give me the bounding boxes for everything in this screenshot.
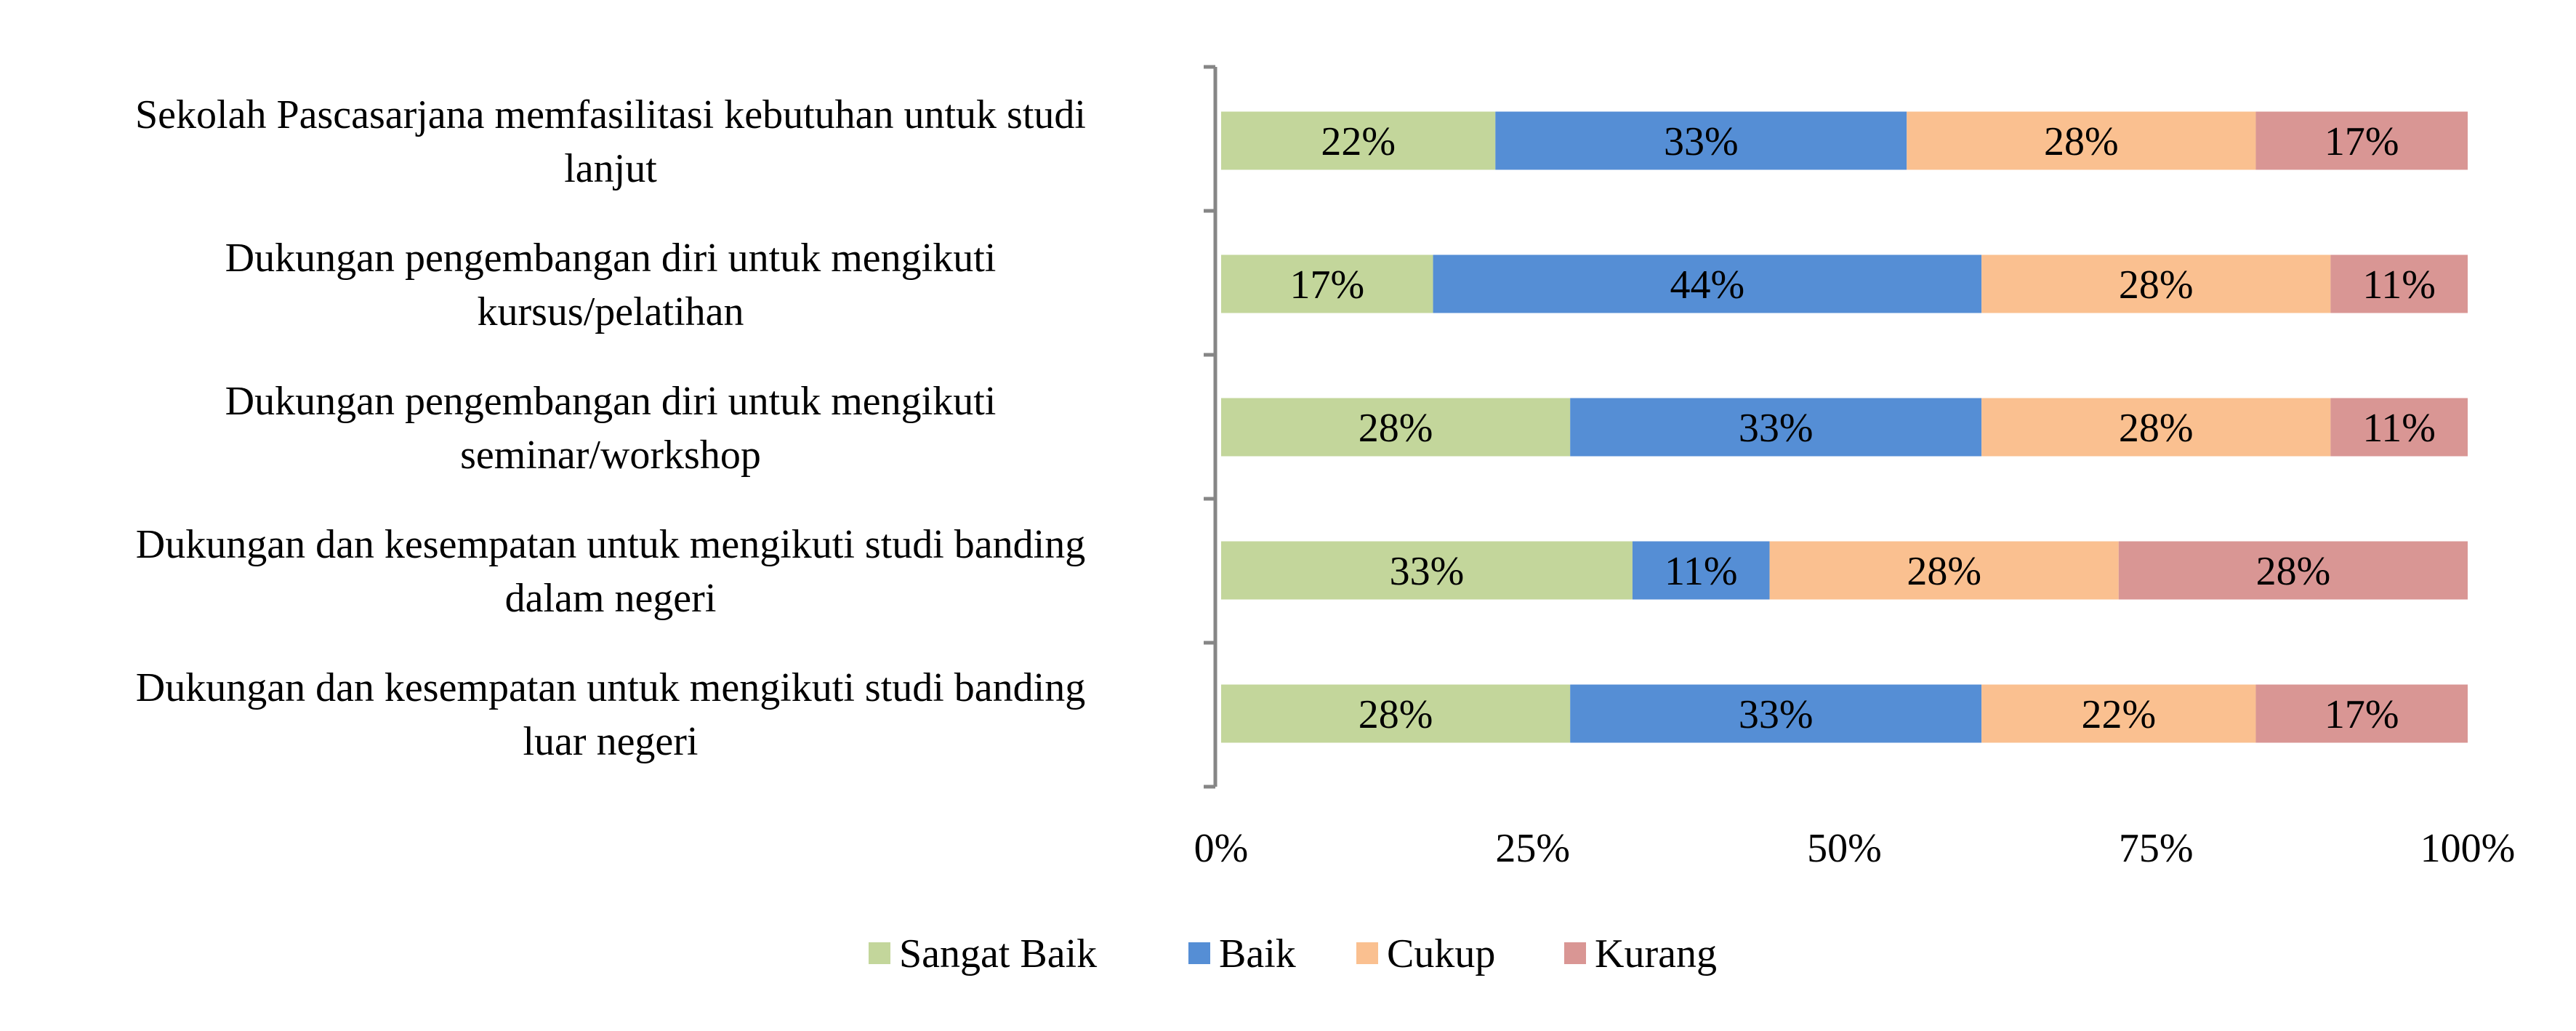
bar-value-label: 28% <box>2119 262 2194 308</box>
bar-segment <box>1221 111 1496 170</box>
x-tick-label: 50% <box>1807 826 1882 871</box>
bar-segment <box>1981 398 2331 457</box>
legend-label: Baik <box>1219 931 1296 976</box>
bar-value-label: 11% <box>2362 406 2436 451</box>
category-label: Dukungan dan kesempatan untuk mengikuti … <box>136 522 1085 621</box>
x-tick-label: 25% <box>1495 826 1570 871</box>
legend-swatch <box>1356 942 1378 964</box>
bar-value-label: 33% <box>1739 692 1814 737</box>
bar-segment <box>2255 684 2468 743</box>
bar-value-label: 22% <box>2081 692 2156 737</box>
legend-label: Sangat Baik <box>899 931 1097 976</box>
bar-segment <box>1221 398 1571 457</box>
legend-swatch <box>1188 942 1210 964</box>
bar-segment <box>2330 398 2468 457</box>
bar-segment <box>1981 254 2331 313</box>
bar-value-label: 28% <box>2119 406 2194 451</box>
bar-segment <box>1632 541 1770 600</box>
x-tick-label: 0% <box>1194 826 1249 871</box>
bar-value-label: 11% <box>2362 262 2436 308</box>
category-label: Dukungan pengembangan diri untuk mengiku… <box>225 236 997 334</box>
bar-segment <box>1221 254 1433 313</box>
bar-segment <box>1907 111 2256 170</box>
bar-value-label: 17% <box>2325 119 2399 164</box>
bar-segment <box>2255 111 2468 170</box>
bar-value-label: 28% <box>1359 692 1433 737</box>
bar-segment <box>2118 541 2468 600</box>
bar-value-label: 44% <box>1670 262 1745 308</box>
legend-swatch <box>1564 942 1586 964</box>
bar-segment <box>2330 254 2468 313</box>
bar-segment <box>1221 541 1633 600</box>
bar-value-label: 17% <box>2325 692 2399 737</box>
bar-value-label: 28% <box>2256 549 2331 594</box>
category-label: Sekolah Pascasarjana memfasilitasi kebut… <box>135 92 1086 191</box>
bar-value-label: 11% <box>1665 549 1738 594</box>
bar-value-label: 28% <box>1359 406 1433 451</box>
x-tick-labels: 0% 25% 50% 75% 100% <box>1194 826 2516 871</box>
bar-value-label: 22% <box>1321 119 1396 164</box>
y-axis <box>1204 65 1217 789</box>
legend: Sangat Baik Baik Cukup Kurang <box>869 931 1717 976</box>
bar-segment <box>1495 111 1907 170</box>
category-label: Dukungan pengembangan diri untuk mengiku… <box>225 379 997 478</box>
bar-segment <box>1570 398 1982 457</box>
legend-label: Kurang <box>1595 931 1717 976</box>
bar-segment <box>1981 684 2256 743</box>
bar-segment <box>1570 684 1982 743</box>
bar-segment <box>1769 541 2119 600</box>
bar-segment <box>1433 254 1982 313</box>
bar-segment <box>1221 684 1571 743</box>
bar-labels: 22% 33% 28% 17% 17% 44% 28% 11% 28% 33% 28% 11% 33% 1… <box>1289 119 2436 737</box>
bar-value-label: 33% <box>1390 549 1465 594</box>
legend-swatch <box>869 942 890 964</box>
bars <box>1221 111 2468 743</box>
bar-value-label: 33% <box>1664 119 1739 164</box>
category-labels: Sekolah Pascasarjana memfasilitasi kebut… <box>135 92 1086 764</box>
bar-value-label: 33% <box>1739 406 1814 451</box>
legend-label: Cukup <box>1387 931 1495 976</box>
x-tick-label: 100% <box>2420 826 2516 871</box>
bar-value-label: 28% <box>1907 549 1981 594</box>
bar-value-label: 28% <box>2044 119 2119 164</box>
category-label: Dukungan dan kesempatan untuk mengikuti … <box>136 665 1085 764</box>
bar-value-label: 17% <box>1289 262 1364 308</box>
x-tick-label: 75% <box>2119 826 2194 871</box>
